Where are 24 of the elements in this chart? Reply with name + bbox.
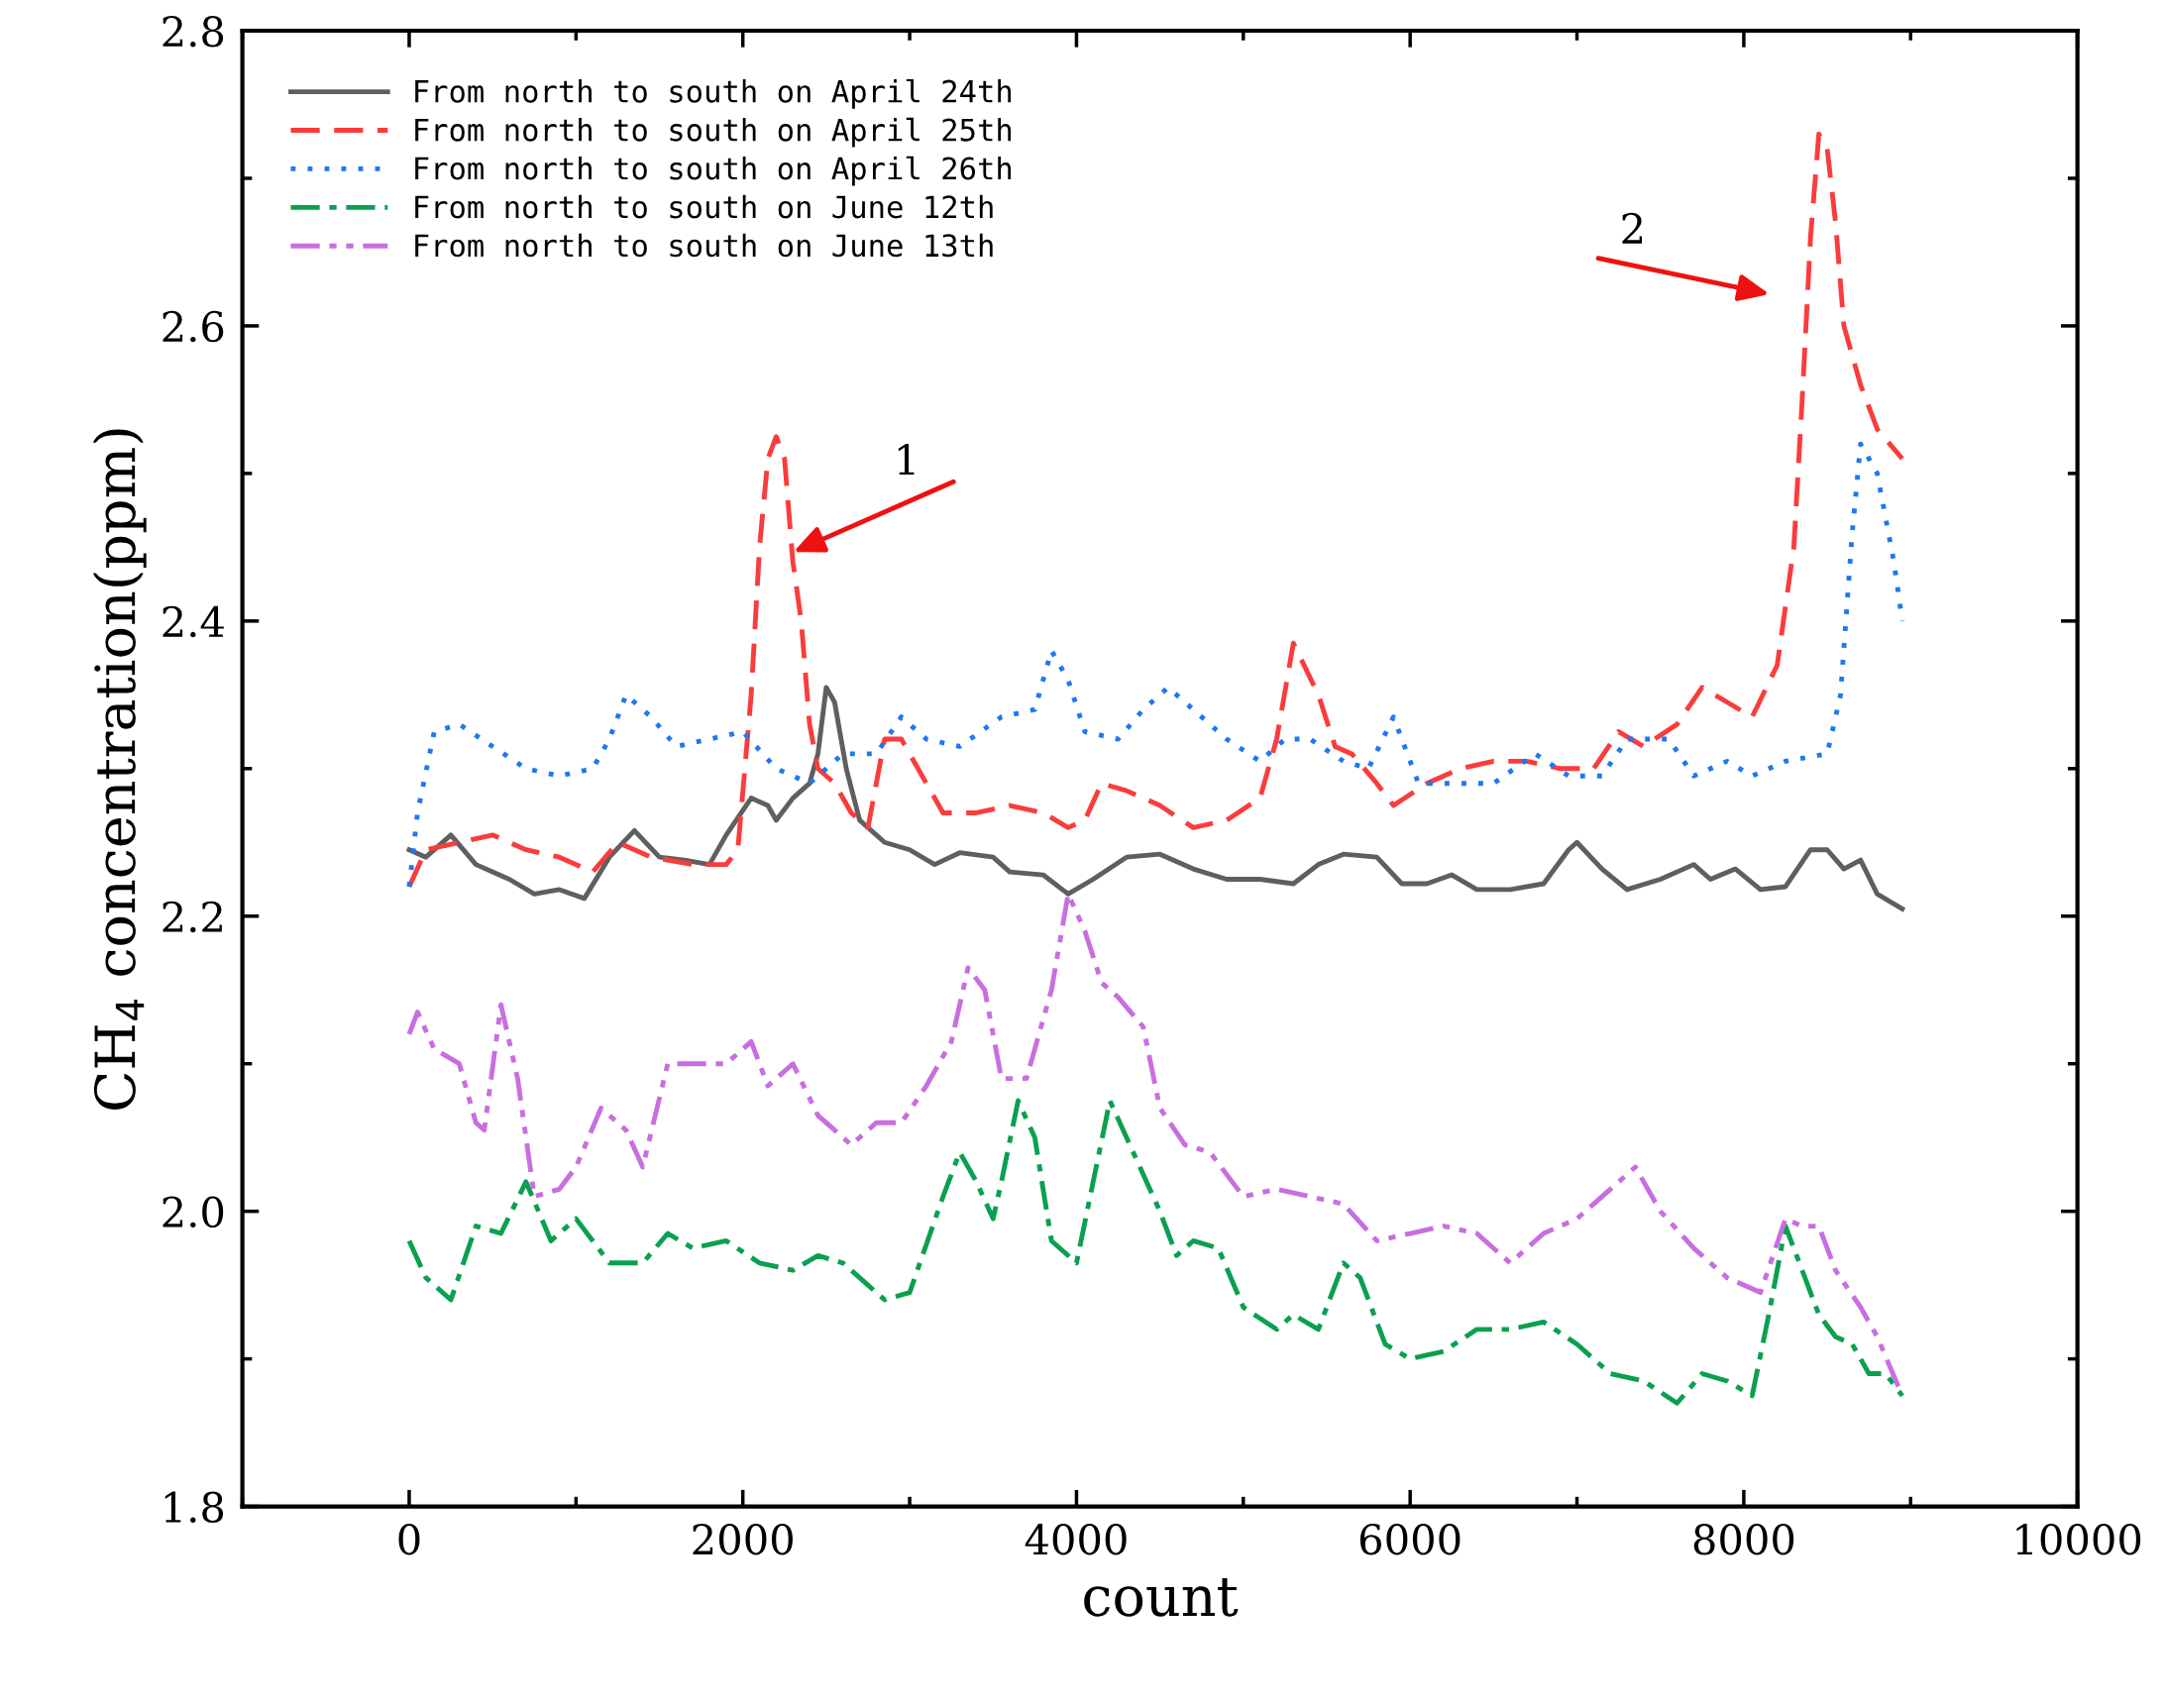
x-tick-label: 0 xyxy=(398,1523,420,1555)
x-axis-title: count xyxy=(1084,1578,1239,1617)
line-series xyxy=(406,441,1905,890)
legend-label: From north to south on June 12th xyxy=(415,194,993,219)
y-tick-label: 2.4 xyxy=(162,605,224,638)
y-tick-label: 2.6 xyxy=(162,310,224,343)
y-tick-label: 2.2 xyxy=(162,901,222,933)
annotation: 1 xyxy=(898,444,915,475)
x-tick-label: 10000 xyxy=(2016,1523,2141,1555)
x-tick-label: 2000 xyxy=(693,1523,793,1555)
x-tick-label: 8000 xyxy=(1693,1523,1794,1555)
x-tick-label: 4000 xyxy=(1025,1523,1127,1555)
y-tick-label: 2.0 xyxy=(162,1196,224,1228)
y-axis-title: CH$_{4}$ concentration(ppm) xyxy=(92,429,147,1110)
legend-label: From north to south on April 26th xyxy=(415,156,1012,186)
legend-label: From north to south on June 13th xyxy=(415,233,993,258)
legend-label: From north to south on April 25th xyxy=(415,117,1012,148)
x-tick-label: 6000 xyxy=(1359,1523,1461,1555)
line-series xyxy=(406,685,1905,911)
y-tick-label: 2.8 xyxy=(162,15,224,48)
line-series xyxy=(406,1098,1905,1406)
y-tick-label: 1.8 xyxy=(164,1491,224,1523)
annotation: 2 xyxy=(1622,212,1643,244)
legend-label: From north to south on April 24th xyxy=(415,78,1012,109)
